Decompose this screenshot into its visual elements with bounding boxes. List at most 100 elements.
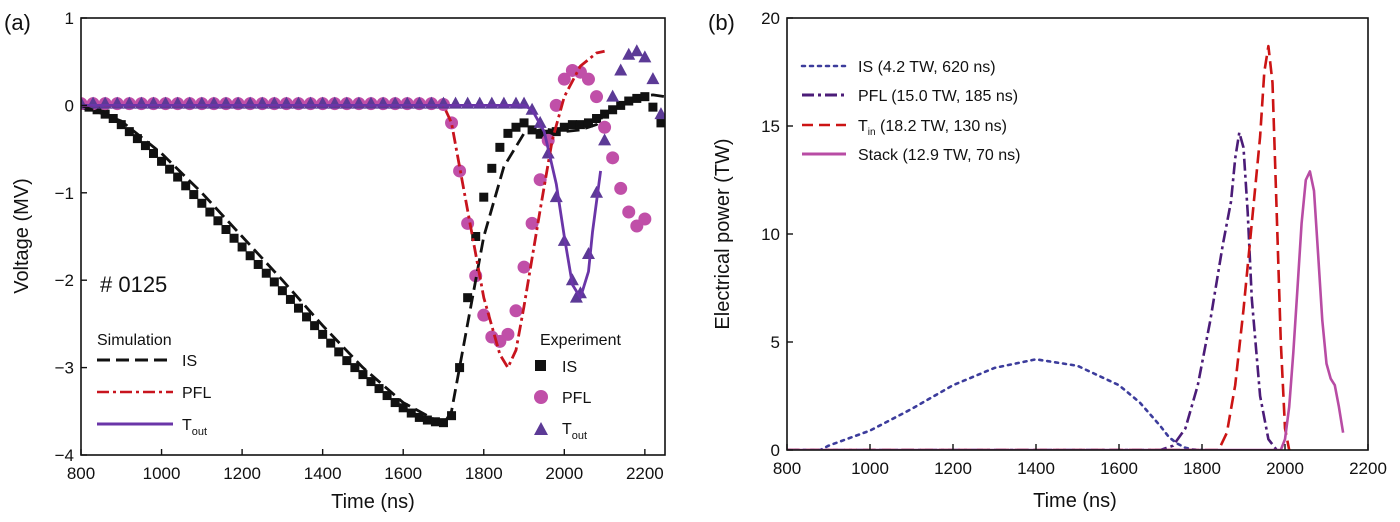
exp-is-point [430,417,440,427]
exp-is-point [608,105,618,115]
exp-is-point [406,408,416,418]
legend-b-stack-rest: (12.9 TW, 70 ns) [898,147,1020,164]
exp-tout-point [638,50,652,63]
panel-a-series [81,44,665,428]
x-tick-label: 2000 [545,464,583,483]
exp-tout-point [622,47,636,60]
legend-exp-tout-sub: out [572,430,587,442]
exp-is-point [511,122,521,132]
series-stack-line [787,170,1345,450]
exp-is-point [334,347,344,357]
exp-is-point [535,129,545,139]
legend-exp-tout-marker [534,422,548,435]
legend-exp-tout-label: Tout [562,421,587,442]
legend-exp-is-marker [535,360,546,371]
y-tick-label: −4 [55,446,74,465]
exp-tout-point [654,107,665,120]
exp-is-point [108,114,118,124]
legend-b-tin-rest: (18.2 TW, 130 ns) [876,118,1007,135]
legend-b-pfl-name: PFL [858,88,887,105]
exp-pfl-point [517,260,531,274]
legend-b-is-label: IS (4.2 TW, 620 ns) [858,59,996,76]
panel-b-series [787,44,1345,450]
exp-tout-point [598,133,612,146]
exp-tout-point [606,89,620,102]
exp-is-point [358,370,368,380]
exp-pfl-point [590,90,604,104]
exp-is-point [422,415,432,425]
legend-sim-tout-name: T [182,417,192,434]
exp-pfl-point [606,151,620,165]
x-tick-label: 1400 [1017,459,1055,478]
panel-b-y-axis-label: Electrical power (TW) [712,138,734,329]
exp-is-point [592,114,602,124]
legend-b-tin-name: T [858,118,868,135]
exp-is-point [92,105,102,115]
exp-is-point [277,286,287,296]
exp-is-point [390,398,400,408]
exp-is-point [269,277,279,287]
exp-is-point [438,418,448,428]
exp-pfl-point [533,173,547,187]
exp-is-point [503,128,513,138]
exp-is-point [398,403,408,413]
legend-b-pfl-rest: (15.0 TW, 185 ns) [887,88,1018,105]
exp-is-point [148,148,158,158]
exp-is-point [632,93,642,103]
exp-is-point [479,192,489,202]
exp-pfl-point [501,327,515,341]
exp-pfl-point [614,181,628,195]
exp-is-point [189,190,199,200]
exp-is-point [527,125,537,135]
x-tick-label: 1200 [934,459,972,478]
exp-pfl-point [581,72,595,86]
x-tick-label: 800 [67,464,95,483]
exp-is-point [302,312,312,322]
exp-pfl-point [549,98,563,112]
exp-pfl-point [622,205,636,219]
exp-tout-point [646,72,660,85]
exp-is-point [648,102,658,112]
exp-is-point [463,293,473,303]
panel-b-legend: IS (4.2 TW, 620 ns) PFL (15.0 TW, 185 ns… [800,59,1020,164]
panel-a: (a) 800 1000 1200 1400 1600 1800 2000 2200 1 0 −1 −… [4,9,666,513]
legend-b-stack-label: Stack (12.9 TW, 70 ns) [858,147,1020,164]
exp-is-point [487,163,497,173]
x-tick-label: 1600 [384,464,422,483]
legend-b-is-rest: (4.2 TW, 620 ns) [873,59,995,76]
exp-tout-point [630,44,644,57]
exp-is-point [455,363,465,373]
exp-is-point [261,268,271,278]
exp-pfl-point [509,304,523,318]
exp-is-point [382,391,392,401]
legend-b-is-name: IS [858,59,873,76]
panel-b: (b) 800 1000 1200 1400 1600 1800 2000 2200 0 5 10 1… [708,9,1387,512]
y-tick-label: 1 [65,9,74,28]
series-pfl-line [787,131,1278,450]
exp-pfl-point [477,308,491,322]
legend-b-tin-label: Tin (18.2 TW, 130 ns) [858,118,1007,138]
legend-b-tin-sub: in [868,127,876,138]
exp-tout-point [581,246,595,259]
legend-b-stack-name: Stack [858,147,899,164]
x-tick-label: 1000 [851,459,889,478]
exp-is-point [471,232,481,241]
x-tick-label: 800 [773,459,801,478]
exp-is-point [173,172,183,182]
y-tick-label: 20 [761,9,780,28]
legend-exp-pfl-marker [534,390,548,404]
x-tick-label: 2000 [1266,459,1304,478]
y-tick-label: 5 [771,333,780,352]
panel-a-legend-experiment: Experiment IS PFL Tout [534,332,621,442]
sim-pfl-line [81,49,605,369]
exp-is-point [116,120,126,130]
panel-b-x-axis-label: Time (ns) [1033,490,1117,512]
exp-pfl-point [638,212,652,226]
exp-is-point [656,118,665,128]
legend-exp-pfl-label: PFL [562,390,591,407]
x-tick-label: 1000 [143,464,181,483]
exp-is-point [221,225,231,235]
exp-is-point [205,207,215,217]
exp-pfl-point [445,116,459,130]
